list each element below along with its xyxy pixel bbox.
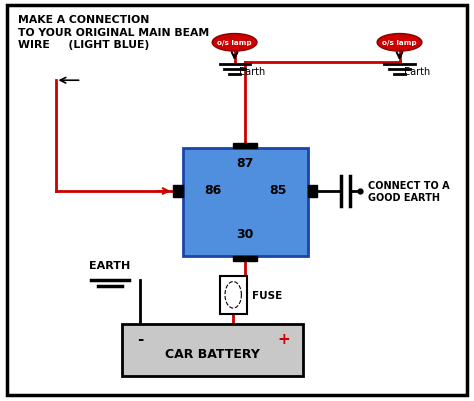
Text: o/s lamp: o/s lamp: [217, 40, 252, 46]
Bar: [219, 276, 247, 314]
Bar: [233, 256, 257, 261]
Text: FUSE: FUSE: [252, 290, 282, 300]
Ellipse shape: [377, 34, 422, 52]
Text: -: -: [137, 331, 144, 346]
Bar: [121, 324, 303, 376]
Text: 30: 30: [237, 227, 254, 240]
Text: Earth: Earth: [404, 67, 430, 77]
Text: MAKE A CONNECTION
TO YOUR ORIGINAL MAIN BEAM
WIRE     (LIGHT BLUE): MAKE A CONNECTION TO YOUR ORIGINAL MAIN …: [18, 15, 209, 50]
Text: CONNECT TO A
GOOD EARTH: CONNECT TO A GOOD EARTH: [368, 181, 449, 203]
Text: 86: 86: [204, 183, 221, 196]
Text: EARTH: EARTH: [89, 260, 130, 270]
Bar: [233, 144, 257, 149]
Bar: [173, 186, 183, 197]
Text: +: +: [278, 331, 291, 346]
Bar: [308, 186, 317, 197]
Text: CAR BATTERY: CAR BATTERY: [165, 347, 260, 360]
Text: o/s lamp: o/s lamp: [382, 40, 417, 46]
Text: 85: 85: [269, 183, 286, 196]
Ellipse shape: [212, 34, 257, 52]
Text: 87: 87: [237, 157, 254, 170]
Text: Earth: Earth: [239, 67, 265, 77]
Bar: [183, 149, 308, 256]
